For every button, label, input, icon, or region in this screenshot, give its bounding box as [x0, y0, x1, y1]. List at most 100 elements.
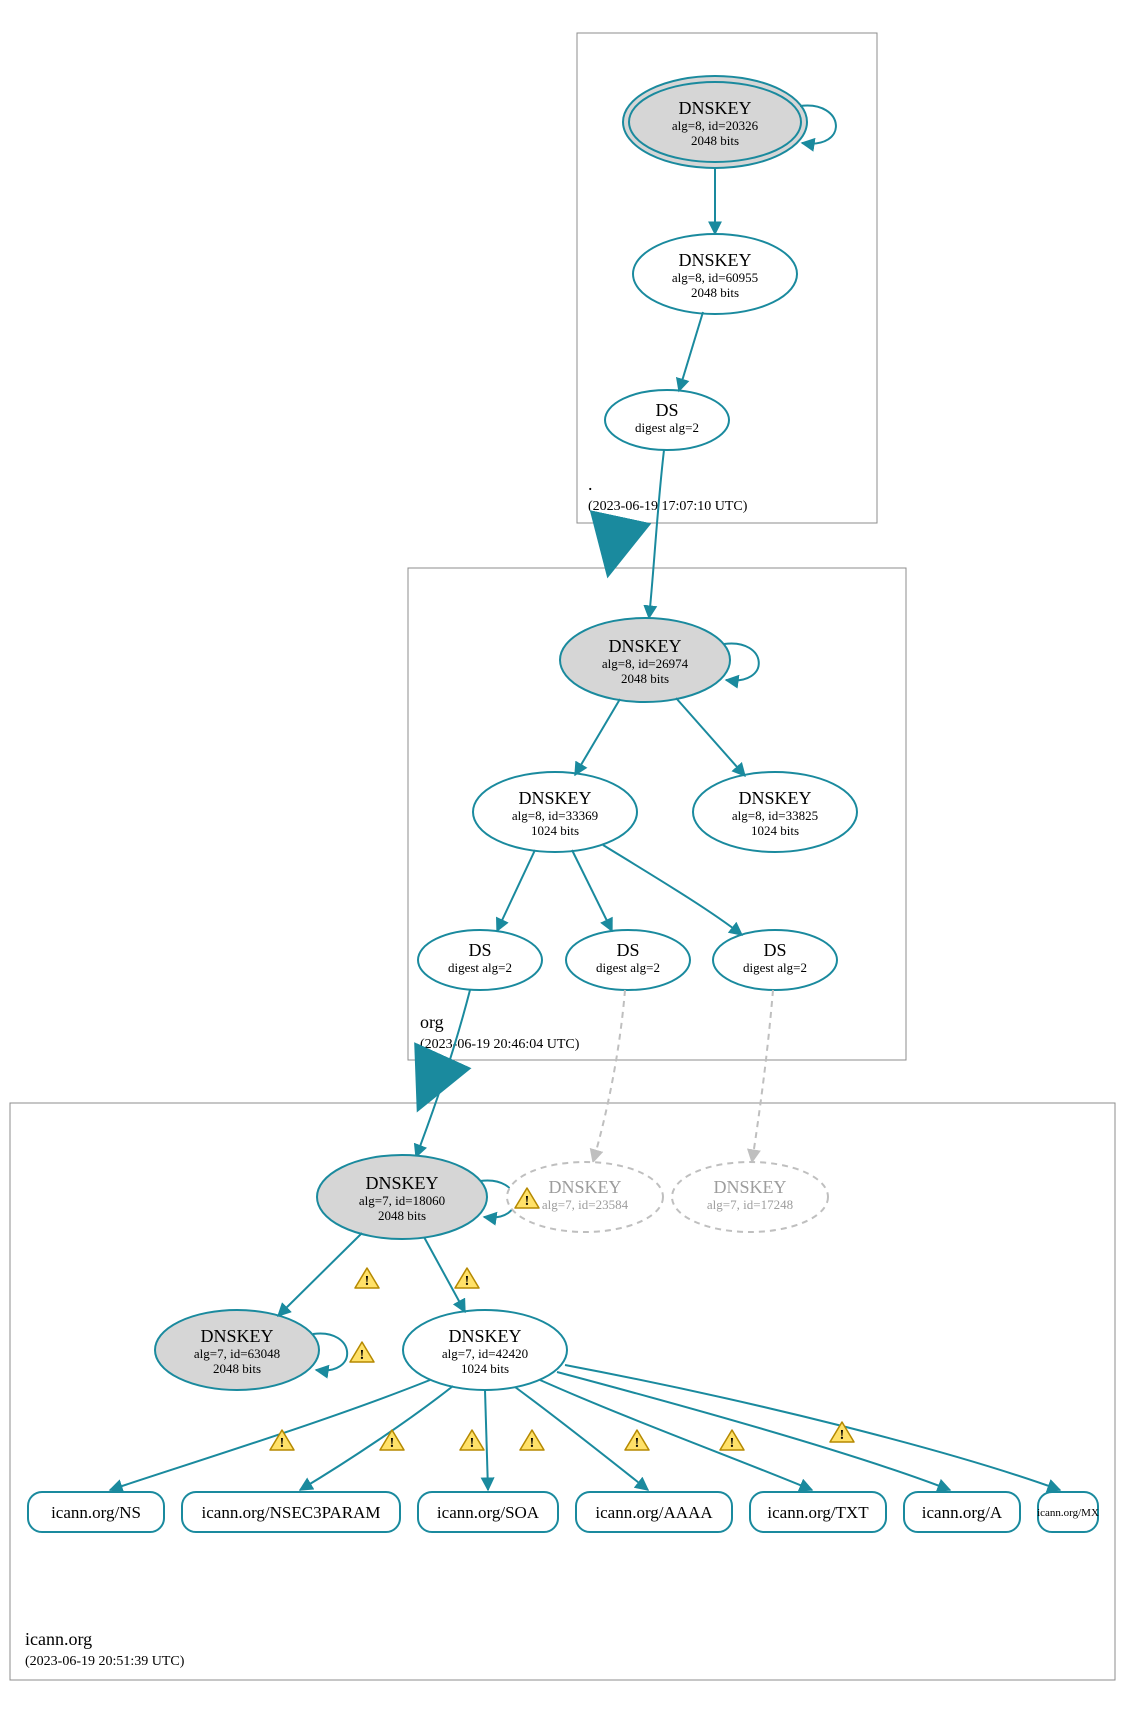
node-org-zsk-b: DNSKEY alg=8, id=33825 1024 bits [693, 772, 857, 852]
svg-text:digest alg=2: digest alg=2 [743, 960, 807, 975]
svg-text:!: ! [360, 1348, 365, 1363]
svg-text:!: ! [525, 1194, 530, 1209]
edge-orgksk-zska [575, 699, 620, 775]
svg-text:DNSKEY: DNSKEY [518, 788, 591, 808]
svg-text:1024 bits: 1024 bits [751, 823, 799, 838]
svg-text:DNSKEY: DNSKEY [678, 250, 751, 270]
svg-text:DS: DS [468, 940, 491, 960]
svg-text:1024 bits: 1024 bits [531, 823, 579, 838]
svg-text:icann.org/SOA: icann.org/SOA [437, 1503, 540, 1522]
svg-text:icann.org/AAAA: icann.org/AAAA [595, 1503, 713, 1522]
svg-text:DS: DS [655, 400, 678, 420]
rr-a: icann.org/A [904, 1492, 1020, 1532]
svg-text:DNSKEY: DNSKEY [365, 1173, 438, 1193]
svg-text:1024 bits: 1024 bits [461, 1361, 509, 1376]
svg-text:digest alg=2: digest alg=2 [635, 420, 699, 435]
warn-icon: ! [720, 1430, 744, 1451]
node-root-ds: DS digest alg=2 [605, 390, 729, 450]
node-root-zsk: DNSKEY alg=8, id=60955 2048 bits [633, 234, 797, 314]
svg-text:DNSKEY: DNSKEY [738, 788, 811, 808]
edge-icksk-icksk2 [278, 1233, 362, 1316]
edge-zska-dsb [572, 850, 612, 931]
svg-text:DS: DS [616, 940, 639, 960]
rr-ns: icann.org/NS [28, 1492, 164, 1532]
svg-text:alg=8, id=60955: alg=8, id=60955 [672, 270, 758, 285]
rr-mx: icann.org/MX [1037, 1492, 1099, 1532]
zone-icann-label: icann.org [25, 1629, 92, 1649]
svg-text:DNSKEY: DNSKEY [448, 1326, 521, 1346]
svg-text:!: ! [390, 1436, 395, 1451]
svg-text:!: ! [840, 1428, 845, 1443]
zone-org-label: org [420, 1012, 444, 1032]
svg-text:2048 bits: 2048 bits [621, 671, 669, 686]
warn-icon: ! [625, 1430, 649, 1451]
warn-icon: ! [460, 1430, 484, 1451]
zone-root-label: . [588, 474, 593, 494]
warn-icon: ! [350, 1342, 374, 1363]
svg-text:!: ! [465, 1274, 470, 1289]
node-org-ds-c: DS digest alg=2 [713, 930, 837, 990]
svg-text:icann.org/TXT: icann.org/TXT [767, 1503, 869, 1522]
svg-text:alg=8, id=20326: alg=8, id=20326 [672, 118, 759, 133]
zone-org-ts: (2023-06-19 20:46:04 UTC) [420, 1037, 580, 1052]
svg-text:alg=8, id=33825: alg=8, id=33825 [732, 808, 818, 823]
edge-root-to-org-box [610, 523, 620, 566]
svg-text:icann.org/NS: icann.org/NS [51, 1503, 141, 1522]
svg-text:DNSKEY: DNSKEY [200, 1326, 273, 1346]
warn-icon: ! [380, 1430, 404, 1451]
svg-text:2048 bits: 2048 bits [691, 133, 739, 148]
svg-text:digest alg=2: digest alg=2 [596, 960, 660, 975]
svg-text:icann.org/NSEC3PARAM: icann.org/NSEC3PARAM [202, 1503, 381, 1522]
svg-text:DNSKEY: DNSKEY [678, 98, 751, 118]
svg-text:icann.org/A: icann.org/A [922, 1503, 1003, 1522]
node-icann-ksk: DNSKEY alg=7, id=18060 2048 bits [317, 1155, 487, 1239]
svg-text:!: ! [470, 1436, 475, 1451]
edge-zska-dsa [497, 850, 535, 931]
edge-zska-dsc [603, 845, 742, 935]
svg-text:!: ! [730, 1436, 735, 1451]
edge-icksk-iczsk [424, 1237, 465, 1312]
node-org-ds-a: DS digest alg=2 [418, 930, 542, 990]
rr-txt: icann.org/TXT [750, 1492, 886, 1532]
edge-rootds-orgksk [649, 450, 664, 618]
svg-text:DNSKEY: DNSKEY [548, 1177, 621, 1197]
svg-text:DNSKEY: DNSKEY [713, 1177, 786, 1197]
rr-soa: icann.org/SOA [418, 1492, 558, 1532]
svg-text:DS: DS [763, 940, 786, 960]
zone-root-ts: (2023-06-19 17:07:10 UTC) [588, 499, 748, 514]
node-icann-ksk2: DNSKEY alg=7, id=63048 2048 bits [155, 1310, 319, 1390]
edge-zsk-txt [540, 1380, 812, 1490]
node-root-ksk: DNSKEY alg=8, id=20326 2048 bits [623, 76, 807, 168]
zone-icann-ts: (2023-06-19 20:51:39 UTC) [25, 1654, 185, 1669]
edge-dsc-fadedb [752, 990, 773, 1162]
edge-orgksk-zskb [676, 698, 745, 776]
svg-text:DNSKEY: DNSKEY [608, 636, 681, 656]
warn-icon: ! [270, 1430, 294, 1451]
rr-n3p: icann.org/NSEC3PARAM [182, 1492, 400, 1532]
edge-zsk-a [557, 1372, 950, 1490]
svg-text:!: ! [365, 1274, 370, 1289]
edge-rootzsk-rootds [679, 312, 703, 391]
warn-icon: ! [830, 1422, 854, 1443]
node-icann-faded-b: DNSKEY alg=7, id=17248 [672, 1162, 828, 1232]
svg-text:alg=7, id=17248: alg=7, id=17248 [707, 1197, 793, 1212]
rr-aaaa: icann.org/AAAA [576, 1492, 732, 1532]
svg-text:digest alg=2: digest alg=2 [448, 960, 512, 975]
edge-zsk-n3p [300, 1386, 453, 1490]
node-org-ds-b: DS digest alg=2 [566, 930, 690, 990]
svg-text:alg=7, id=18060: alg=7, id=18060 [359, 1193, 445, 1208]
svg-text:2048 bits: 2048 bits [213, 1361, 261, 1376]
node-icann-zsk: DNSKEY alg=7, id=42420 1024 bits [403, 1310, 567, 1390]
edge-org-to-icann-box [422, 1060, 440, 1101]
svg-text:alg=7, id=42420: alg=7, id=42420 [442, 1346, 528, 1361]
edge-zsk-soa [485, 1390, 488, 1490]
node-org-ksk: DNSKEY alg=8, id=26974 2048 bits [560, 618, 730, 702]
node-org-zsk-a: DNSKEY alg=8, id=33369 1024 bits [473, 772, 637, 852]
warn-icon: ! [355, 1268, 379, 1289]
svg-text:icann.org/MX: icann.org/MX [1037, 1507, 1099, 1519]
warn-icon: ! [520, 1430, 544, 1451]
warn-icon: ! [455, 1268, 479, 1289]
svg-text:alg=8, id=33369: alg=8, id=33369 [512, 808, 598, 823]
svg-text:alg=7, id=23584: alg=7, id=23584 [542, 1197, 629, 1212]
svg-text:!: ! [280, 1436, 285, 1451]
